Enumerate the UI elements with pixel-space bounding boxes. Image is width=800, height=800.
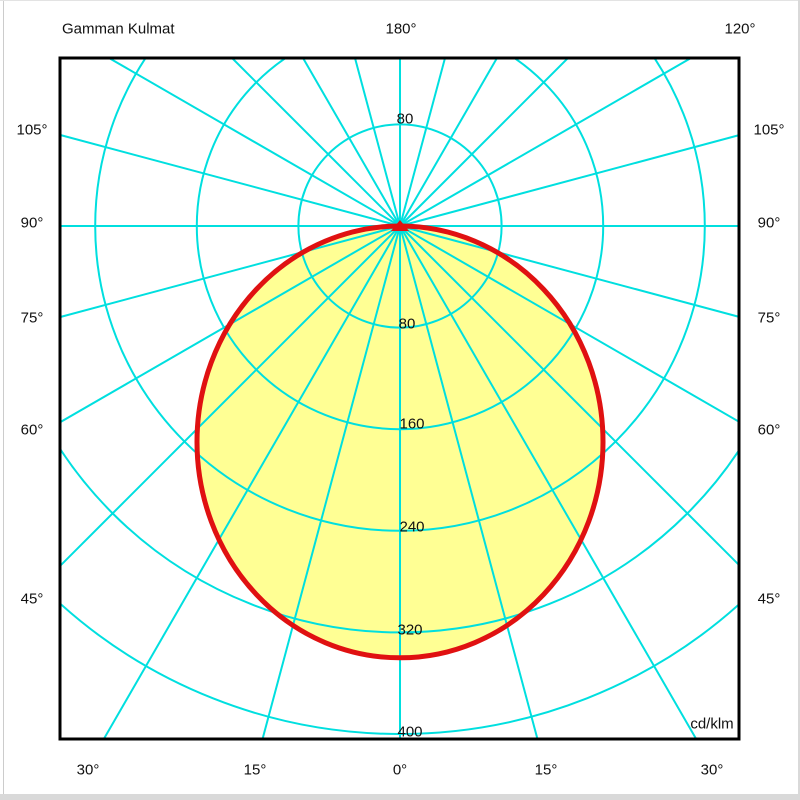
polar-grid-ray: [399, 225, 738, 565]
angle-label-bottom-30r: 30°: [700, 761, 724, 779]
angle-label-bottom-15r: 15°: [534, 761, 558, 779]
page-edge-right: [798, 0, 800, 800]
polar-grid-ray: [399, 59, 498, 227]
polar-grid-ray: [399, 59, 446, 227]
ring-label-160: 160: [399, 415, 425, 433]
polar-grid-ray: [61, 225, 401, 566]
polar-grid-ray: [61, 134, 401, 227]
polar-grid-ring: [94, 59, 706, 532]
polar-grid-ring: [297, 123, 503, 329]
angle-label-right-90: 90°: [757, 214, 781, 232]
page-edge-bottom: [0, 794, 800, 800]
polar-grid-ray: [399, 225, 738, 318]
page-edge-left: [3, 0, 4, 800]
polar-grid-ring: [61, 448, 738, 634]
polar-grid-ray: [399, 59, 568, 227]
ring-label-80-top: 80: [396, 110, 414, 128]
polar-grid-ray: [399, 59, 691, 227]
angle-label-bottom-15l: 15°: [243, 761, 267, 779]
angle-label-right-75: 75°: [757, 309, 781, 327]
angle-label-180: 180°: [385, 20, 417, 38]
polar-grid-ray: [302, 59, 401, 227]
polar-grid-ray: [261, 225, 401, 738]
plot-border: [58, 56, 741, 741]
intensity-curve-peak: [391, 220, 409, 231]
angle-label-left-60: 60°: [20, 421, 44, 439]
ring-label-80-bottom: 80: [398, 315, 416, 333]
angle-label-left-105: 105°: [16, 121, 48, 139]
polar-grid-ray: [399, 225, 539, 738]
angle-label-bottom-0: 0°: [392, 761, 408, 779]
polar-grid-ring: [61, 603, 738, 735]
ring-label-320: 320: [397, 621, 423, 639]
angle-label-120: 120°: [724, 20, 756, 38]
ring-label-240: 240: [399, 518, 425, 536]
angle-label-bottom-30l: 30°: [76, 761, 100, 779]
polar-grid-ring: [195, 59, 605, 431]
angle-label-left-90: 90°: [20, 214, 44, 232]
polar-grid-ray: [109, 59, 401, 227]
polar-grid-ray: [61, 225, 401, 318]
angle-label-left-75: 75°: [20, 309, 44, 327]
polar-grid-ray: [399, 134, 738, 227]
angle-label-left-45: 45°: [20, 590, 44, 608]
ring-label-400: 400: [397, 723, 423, 741]
polar-grid-ray: [399, 225, 697, 738]
angle-label-right-45: 45°: [757, 590, 781, 608]
polar-grid-ray: [399, 225, 738, 423]
polar-grid-ray: [61, 225, 401, 423]
page-edge-top: [0, 0, 800, 1]
polar-grid-ray: [103, 225, 401, 738]
unit-label: cd/klm: [690, 715, 734, 733]
angle-label-right-60: 60°: [757, 421, 781, 439]
polar-grid-ray: [232, 59, 401, 227]
chart-title: Gamman Kulmat: [62, 20, 175, 38]
polar-grid-ray: [354, 59, 401, 227]
angle-label-right-105: 105°: [753, 121, 785, 139]
